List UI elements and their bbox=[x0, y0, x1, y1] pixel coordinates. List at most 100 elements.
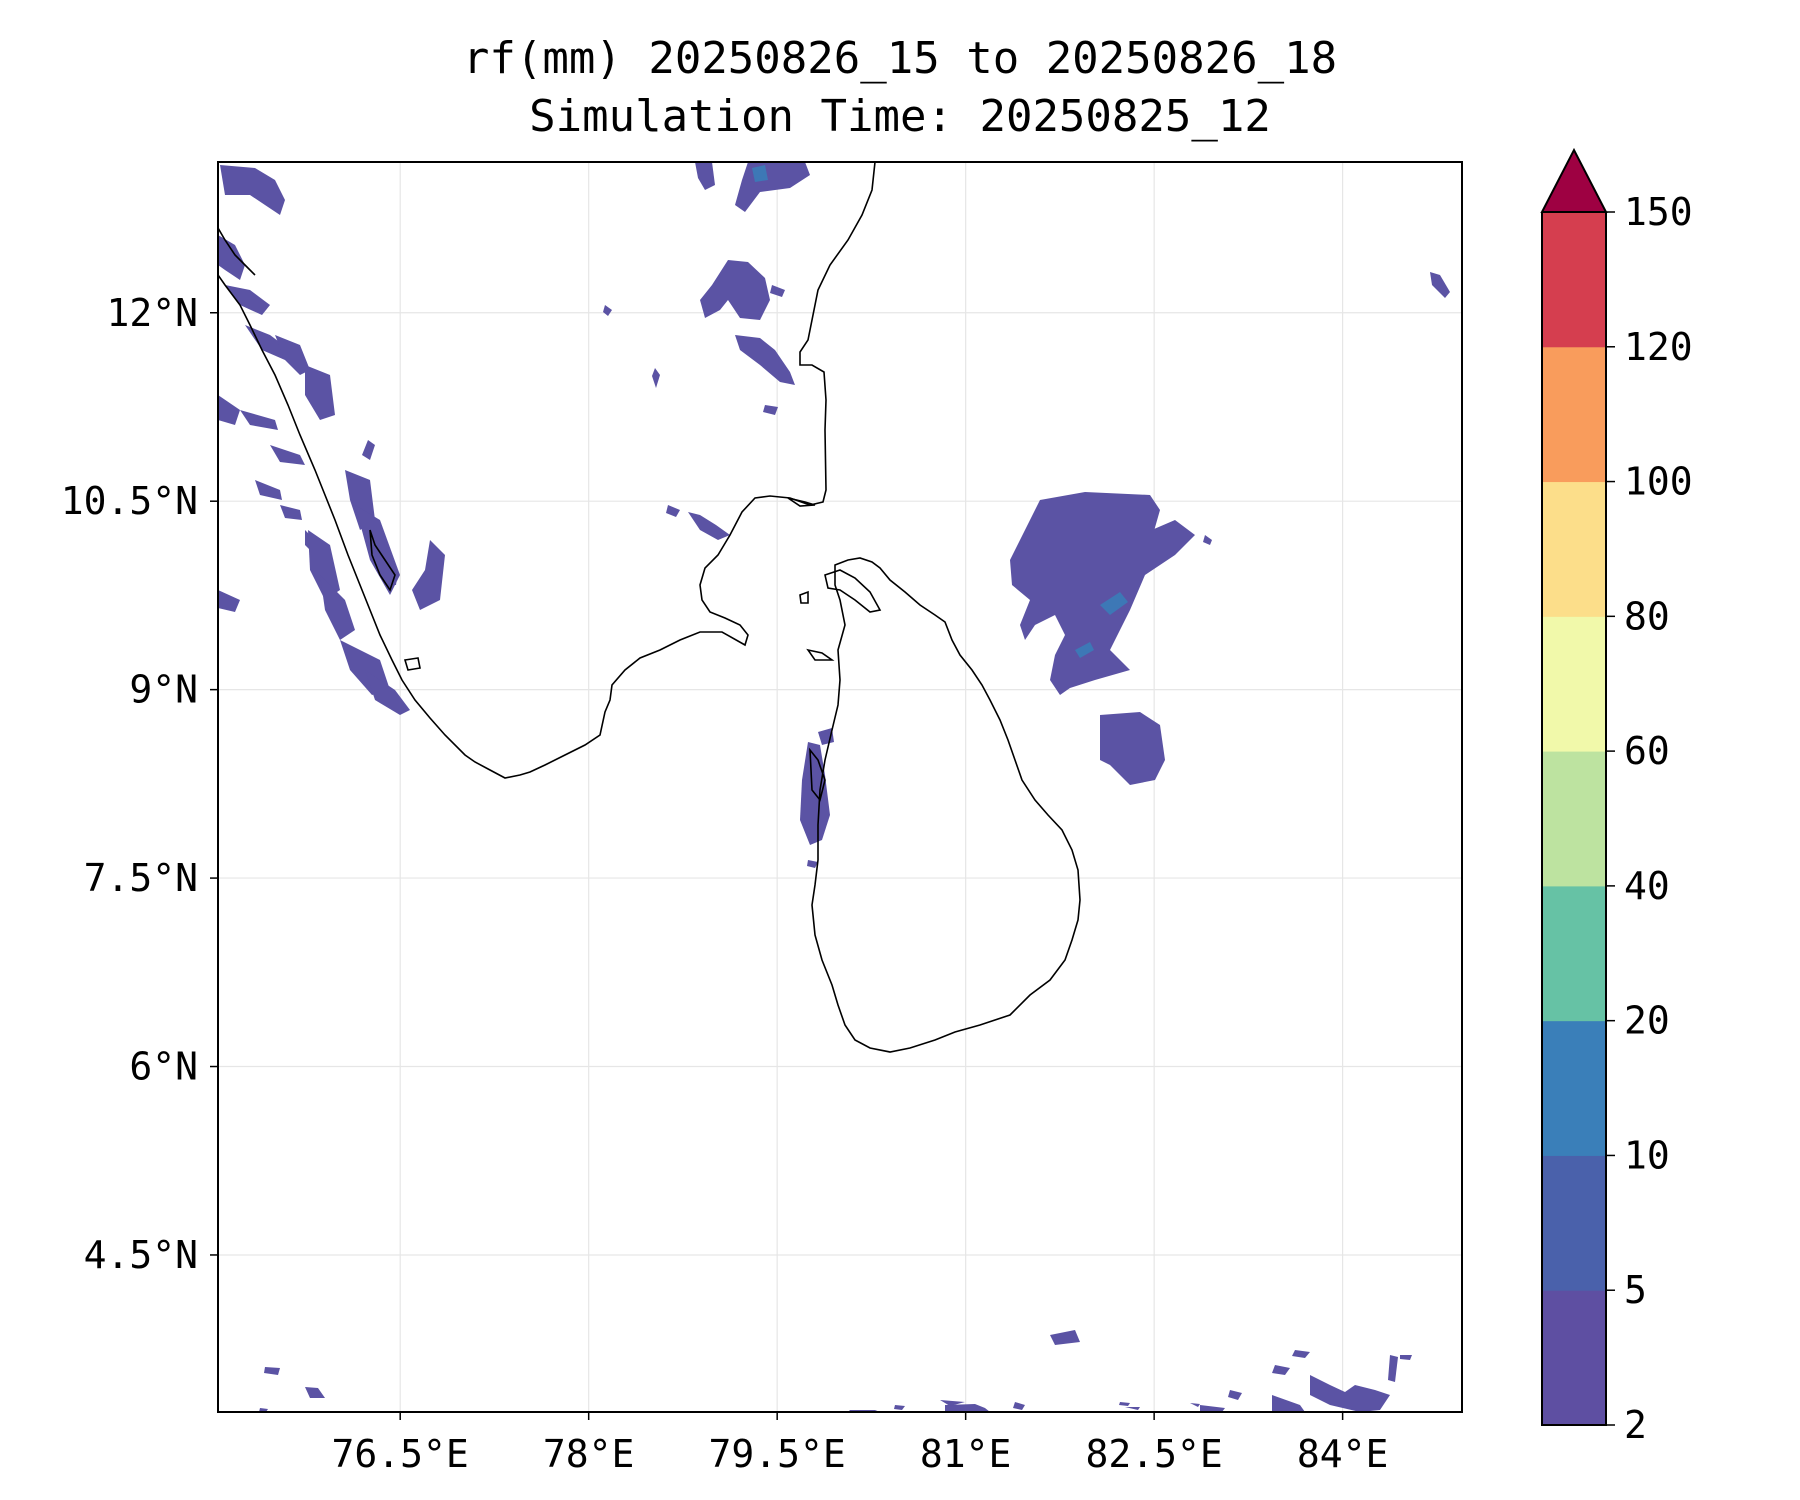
colorbar: 2 5 10 20 40 60 80 100 120 150 bbox=[1540, 147, 1693, 1447]
rain-patch bbox=[218, 235, 245, 280]
colorbar-cell bbox=[1542, 1020, 1606, 1156]
colorbar-cell bbox=[1542, 1290, 1606, 1426]
rain-patch bbox=[940, 1400, 965, 1406]
jaffna-islet bbox=[799, 590, 809, 604]
rain-patch bbox=[255, 480, 282, 500]
rain-core bbox=[1075, 642, 1094, 658]
colorbar-cell bbox=[1542, 616, 1606, 752]
colorbar-tick-label: 150 bbox=[1624, 190, 1693, 234]
rain-patch bbox=[264, 1367, 280, 1375]
rain-patch bbox=[218, 590, 240, 612]
lon-tick-label: 76.5°E bbox=[332, 1432, 469, 1476]
lon-tick-label: 81°E bbox=[920, 1432, 1012, 1476]
rain-patch bbox=[245, 325, 290, 360]
rain-patch bbox=[225, 285, 270, 315]
colorbar-cell bbox=[1542, 481, 1606, 617]
rain-patch bbox=[1310, 1375, 1390, 1412]
rain-patch bbox=[695, 162, 715, 190]
lon-tick-label: 79.5°E bbox=[709, 1432, 846, 1476]
rain-patch bbox=[807, 860, 818, 868]
colorbar-tick-label: 20 bbox=[1624, 999, 1670, 1043]
map-background bbox=[218, 162, 1462, 1412]
colorbar-extend-triangle bbox=[1540, 147, 1608, 213]
colorbar-tick-label: 60 bbox=[1624, 729, 1670, 773]
rain-patch bbox=[1228, 1390, 1242, 1400]
rain-patch bbox=[270, 445, 305, 465]
lat-tick-label: 12°N bbox=[106, 291, 198, 335]
colorbar-ticks: 2 5 10 20 40 60 80 100 120 150 bbox=[1606, 190, 1693, 1447]
jaffna-lagoon bbox=[824, 569, 882, 613]
rain-patch bbox=[1119, 1402, 1130, 1406]
rain-patch bbox=[1050, 1330, 1080, 1345]
coast-detail bbox=[403, 657, 421, 671]
rain-patch bbox=[1100, 712, 1165, 785]
rain-patch bbox=[305, 1387, 325, 1398]
lon-tick-label: 84°E bbox=[1297, 1432, 1389, 1476]
rain-patch bbox=[894, 1405, 905, 1410]
rain-patch bbox=[1272, 1365, 1290, 1375]
rain-patch bbox=[688, 512, 730, 540]
rain-patch bbox=[305, 365, 335, 420]
rain-patch bbox=[700, 260, 770, 320]
rain-patch bbox=[412, 540, 445, 610]
colorbar-tick-label: 120 bbox=[1624, 325, 1693, 369]
colorbar-cells bbox=[1541, 212, 1607, 1426]
colorbar-cell bbox=[1542, 212, 1606, 348]
rain-patch bbox=[1400, 1355, 1412, 1360]
coast-detail bbox=[787, 497, 816, 507]
rain-patch bbox=[666, 505, 680, 517]
rain-patch bbox=[1203, 535, 1212, 545]
lat-tick-label: 9°N bbox=[129, 668, 198, 712]
colorbar-tick-label: 40 bbox=[1624, 864, 1670, 908]
rain-patch bbox=[652, 368, 660, 388]
colorbar-cell bbox=[1542, 751, 1606, 887]
sri-lanka-coastline bbox=[811, 557, 1081, 1053]
map-panel: 76.5°E 78°E 79.5°E 81°E 82.5°E 84°E 12°N 10.5°… bbox=[61, 161, 1463, 1476]
rain-patch bbox=[735, 335, 795, 385]
coast-detail bbox=[809, 747, 826, 802]
india-coastline bbox=[218, 162, 876, 779]
rain-patch bbox=[1272, 1395, 1305, 1412]
rain-patch bbox=[1190, 1403, 1200, 1407]
title-line-1: rf(mm) 20250826_15 to 20250826_18 bbox=[462, 33, 1338, 84]
coastlines bbox=[218, 162, 1081, 1053]
colorbar-tick-label: 2 bbox=[1624, 1403, 1647, 1447]
rain-patch bbox=[320, 575, 355, 640]
lon-tick-label: 78°E bbox=[543, 1432, 635, 1476]
rain-patch bbox=[240, 410, 278, 430]
rain-patch bbox=[275, 335, 310, 375]
rainfall-shading bbox=[218, 162, 1450, 1412]
colorbar-tick-label: 10 bbox=[1624, 1133, 1670, 1177]
rain-patch bbox=[308, 530, 340, 600]
lat-tick-label: 10.5°N bbox=[61, 479, 198, 523]
rain-patch bbox=[1200, 1405, 1225, 1412]
rain-patch bbox=[218, 395, 240, 425]
title-line-2: Simulation Time: 20250825_12 bbox=[529, 91, 1271, 142]
rain-patch bbox=[220, 165, 285, 215]
rain-patch bbox=[362, 440, 375, 460]
longitude-ticks: 76.5°E 78°E 79.5°E 81°E 82.5°E 84°E bbox=[332, 1412, 1389, 1476]
lon-tick-label: 82.5°E bbox=[1086, 1432, 1223, 1476]
lat-tick-label: 4.5°N bbox=[84, 1233, 198, 1277]
map-title: rf(mm) 20250826_15 to 20250826_18 Simula… bbox=[0, 30, 1800, 146]
colorbar-outline bbox=[1541, 212, 1607, 1426]
mannar-island bbox=[806, 648, 835, 661]
rain-patch bbox=[945, 1404, 990, 1412]
colorbar-tick-label: 5 bbox=[1624, 1268, 1647, 1312]
colorbar-cell bbox=[1542, 346, 1606, 483]
latitude-ticks: 12°N 10.5°N 9°N 7.5°N 6°N 4.5°N bbox=[61, 291, 218, 1277]
rain-patch bbox=[770, 285, 785, 297]
rain-patch bbox=[1010, 492, 1195, 695]
rain-patch bbox=[1388, 1355, 1398, 1382]
rain-patch bbox=[1292, 1350, 1310, 1358]
map-frame bbox=[217, 161, 1463, 1413]
rainfall-cores bbox=[752, 165, 1128, 658]
rain-patch bbox=[365, 670, 410, 715]
colorbar-cell bbox=[1542, 885, 1606, 1022]
colorbar-tick-label: 100 bbox=[1624, 460, 1693, 504]
rain-patch bbox=[603, 305, 612, 316]
rain-patch bbox=[763, 405, 778, 415]
colorbar-cell bbox=[1542, 1155, 1606, 1291]
lat-tick-label: 6°N bbox=[129, 1045, 198, 1089]
